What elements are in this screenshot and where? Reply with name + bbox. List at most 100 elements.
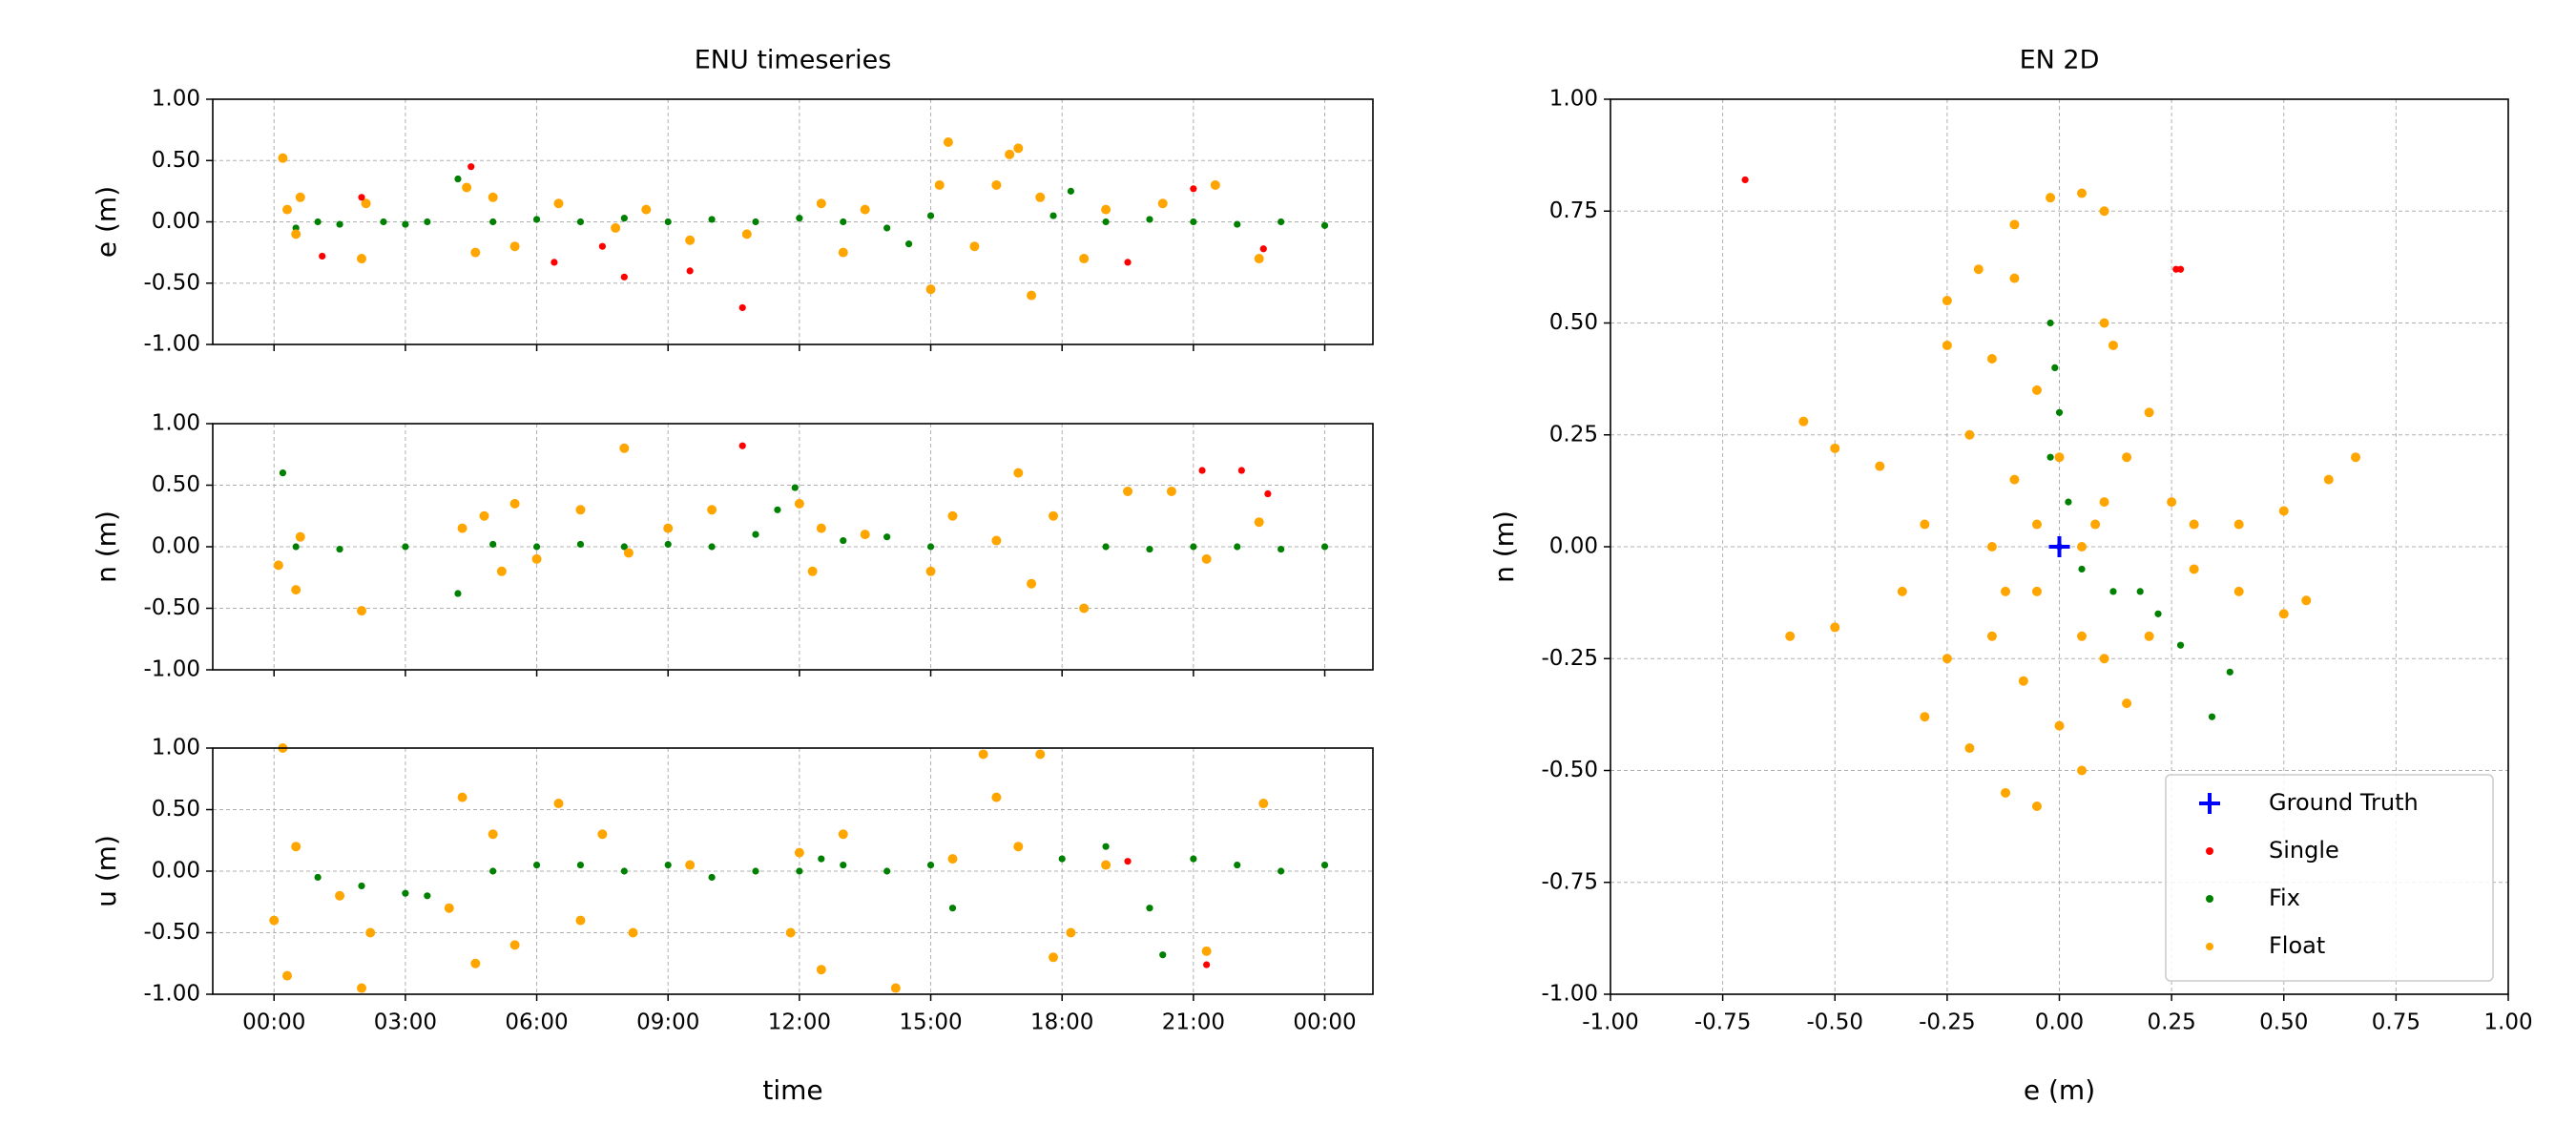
- point: [470, 958, 481, 968]
- y-tick-label: -0.25: [1541, 646, 1598, 671]
- x-tick-label: 21:00: [1162, 1010, 1225, 1035]
- x-tick-label: -1.00: [1582, 1010, 1639, 1035]
- y-axis-label: e (m): [91, 186, 122, 258]
- point: [664, 861, 672, 869]
- y-tick-label: -0.50: [143, 595, 200, 620]
- point: [1049, 212, 1057, 219]
- point: [1102, 543, 1110, 551]
- point: [991, 792, 1002, 802]
- point: [641, 204, 652, 215]
- point: [816, 198, 826, 209]
- point: [278, 153, 288, 163]
- point: [292, 543, 300, 551]
- point: [358, 194, 365, 201]
- point: [664, 218, 672, 226]
- legend-marker: [2206, 847, 2213, 855]
- x-tick-label: 03:00: [374, 1010, 437, 1035]
- point: [2009, 474, 2020, 485]
- point: [926, 861, 935, 869]
- point: [2051, 364, 2059, 371]
- point: [1320, 221, 1329, 229]
- point: [934, 179, 945, 190]
- point: [1942, 296, 1952, 306]
- y-tick-label: 0.00: [152, 209, 200, 234]
- point: [1278, 218, 1285, 226]
- point: [488, 192, 498, 202]
- point: [1146, 905, 1153, 912]
- point: [1198, 467, 1206, 474]
- point: [279, 469, 287, 477]
- point: [991, 179, 1002, 190]
- point: [2144, 407, 2154, 418]
- point: [2176, 265, 2185, 273]
- point: [1964, 743, 1975, 754]
- point: [796, 215, 803, 222]
- chart-title: EN 2D: [2020, 46, 2100, 75]
- point: [2065, 498, 2072, 506]
- point: [1785, 631, 1796, 641]
- point: [553, 198, 564, 209]
- point: [620, 215, 628, 222]
- point: [840, 536, 847, 545]
- point: [457, 523, 467, 533]
- point: [969, 241, 980, 252]
- x-tick-label: 1.00: [2483, 1010, 2532, 1035]
- point: [628, 927, 638, 938]
- point: [1005, 149, 1015, 159]
- point: [2046, 453, 2054, 461]
- point: [947, 510, 958, 521]
- point: [685, 235, 696, 245]
- x-axis-label: e (m): [2024, 1074, 2095, 1106]
- y-tick-label: 0.50: [152, 148, 200, 173]
- point: [620, 867, 628, 875]
- point: [1146, 545, 1153, 553]
- y-axis-label: n (m): [1488, 510, 1520, 583]
- point: [2136, 588, 2144, 595]
- point: [794, 847, 804, 858]
- point: [532, 216, 541, 223]
- point: [402, 220, 409, 228]
- plot-area: [213, 743, 1373, 995]
- point: [336, 220, 343, 228]
- point: [2099, 654, 2109, 664]
- point: [454, 175, 462, 183]
- point: [1875, 461, 1885, 471]
- axes-frame: [1610, 98, 2509, 995]
- x-tick-label: -0.25: [1919, 1010, 1976, 1035]
- point: [796, 867, 803, 875]
- point: [1027, 578, 1037, 589]
- point: [2077, 765, 2088, 776]
- point: [457, 792, 467, 802]
- plot-area: [213, 98, 1373, 345]
- legend-box: [2165, 774, 2494, 982]
- point: [1067, 187, 1074, 195]
- point: [1203, 961, 1211, 968]
- point: [2001, 787, 2011, 798]
- point: [2055, 408, 2064, 416]
- axes-frame: [212, 747, 1374, 995]
- point: [2208, 713, 2216, 720]
- y-tick-label: 0.75: [1549, 198, 1598, 223]
- axes-frame: [212, 423, 1374, 671]
- point: [314, 218, 322, 226]
- x-axis-label: time: [762, 1074, 822, 1106]
- x-tick-label: -0.75: [1694, 1010, 1752, 1035]
- x-tick-label: 00:00: [242, 1010, 305, 1035]
- point: [707, 505, 717, 515]
- x-tick-label: 0.00: [2035, 1010, 2084, 1035]
- x-tick-label: 0.25: [2148, 1010, 2196, 1035]
- point: [1049, 952, 1059, 963]
- point: [1166, 486, 1176, 496]
- point: [2009, 273, 2020, 283]
- point: [462, 182, 472, 193]
- x-tick-label: 0.75: [2372, 1010, 2420, 1035]
- point: [509, 940, 520, 950]
- point: [489, 867, 497, 875]
- point: [1201, 946, 1212, 956]
- point: [444, 903, 454, 913]
- point: [1259, 245, 1267, 253]
- point: [2122, 698, 2132, 709]
- point: [489, 540, 497, 549]
- point: [2046, 319, 2054, 327]
- point: [620, 273, 628, 281]
